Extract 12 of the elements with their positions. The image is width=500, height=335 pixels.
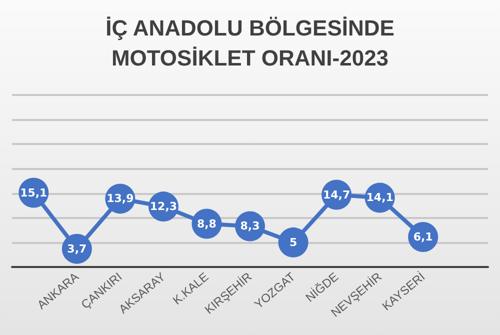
data-label: 8,8	[196, 217, 216, 230]
data-label: 14,7	[322, 188, 350, 202]
data-label: 5	[289, 236, 298, 249]
chart-title: İÇ ANADOLU BÖLGESİNDE MOTOSİKLET ORANI-2023	[106, 16, 394, 70]
data-label: 13,9	[106, 192, 134, 206]
point	[278, 227, 308, 258]
data-label: 6,1	[413, 230, 433, 244]
data-label: 8,3	[240, 220, 260, 233]
data-label: 14,1	[366, 191, 394, 204]
data-label: 15,1	[20, 186, 48, 200]
data-label: 3,7	[67, 242, 87, 256]
data-label: 12,3	[150, 200, 178, 214]
